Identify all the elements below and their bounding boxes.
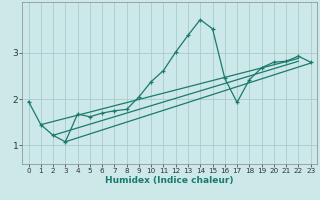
X-axis label: Humidex (Indice chaleur): Humidex (Indice chaleur) [105, 176, 234, 185]
